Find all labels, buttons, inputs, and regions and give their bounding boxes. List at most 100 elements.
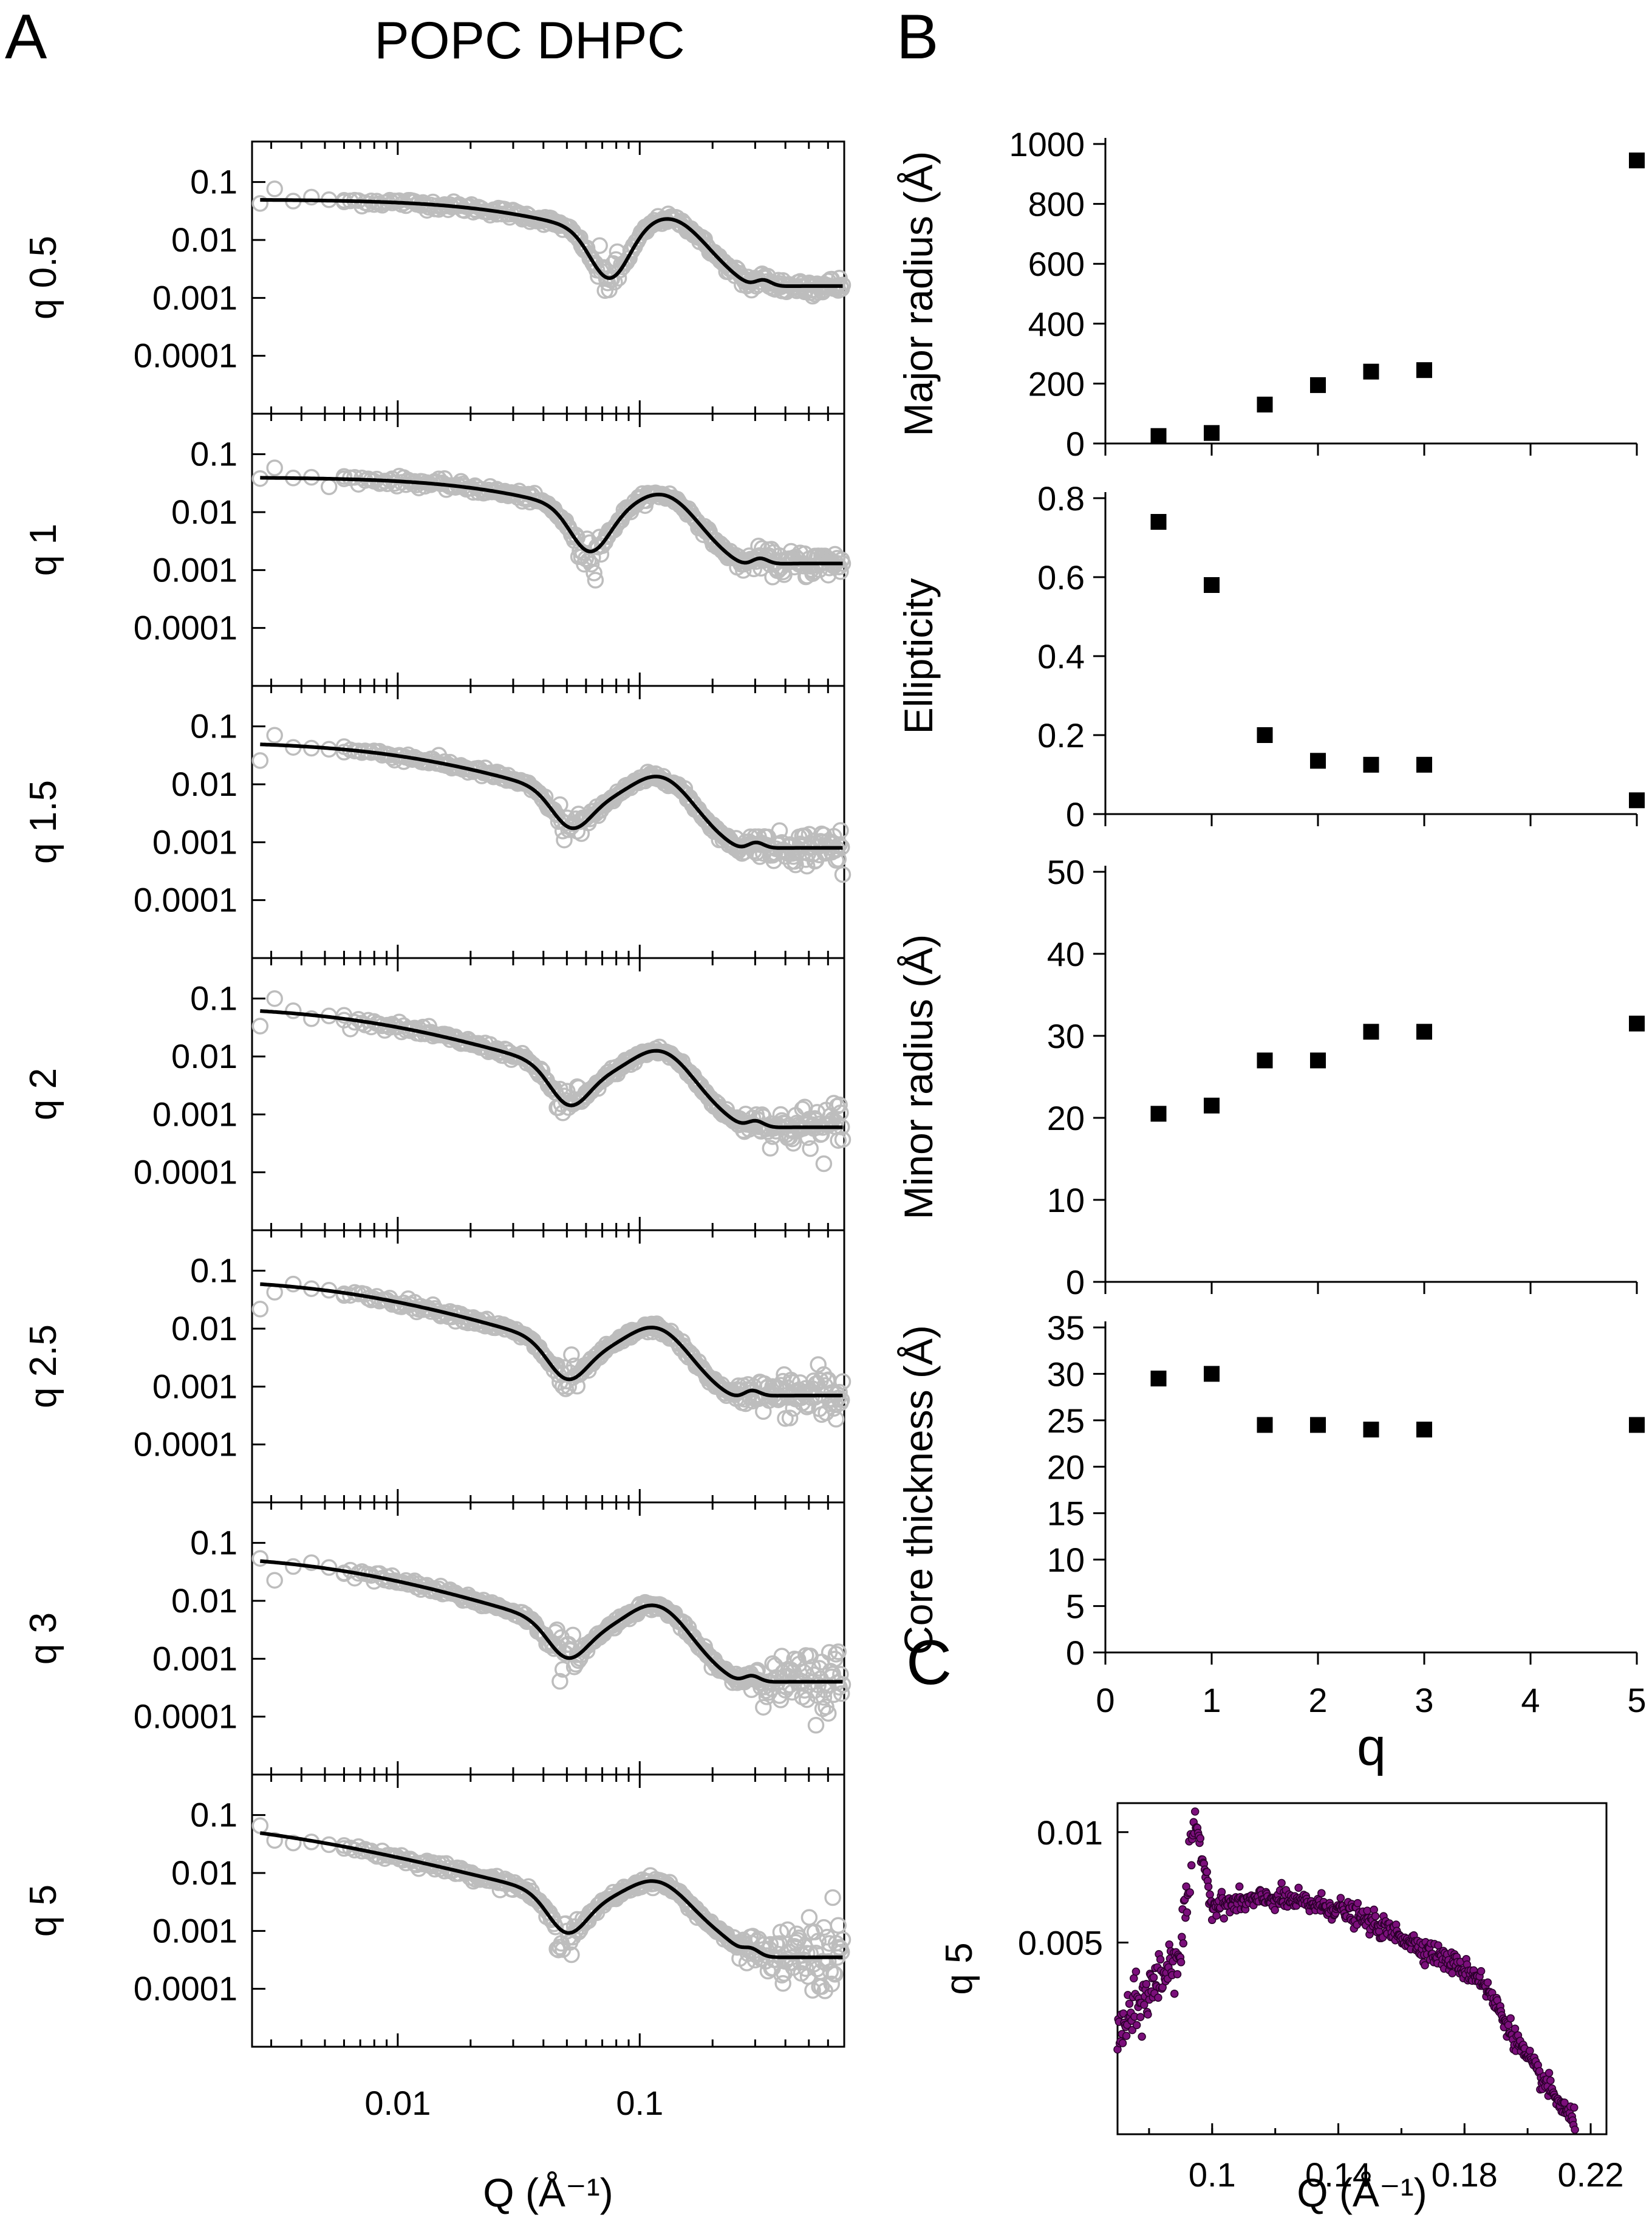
row-label: q 2.5: [22, 1324, 64, 1408]
y-tick-label: 50: [1047, 853, 1085, 891]
fit-curve: [260, 1559, 843, 1684]
data-marker: [1310, 1052, 1326, 1069]
data-marker: [810, 1356, 827, 1373]
y-tick-label: 30: [1047, 1355, 1085, 1393]
data-marker: [1363, 1422, 1379, 1438]
data-marker: [802, 1945, 819, 1962]
data-marker: [1122, 2032, 1131, 2040]
y-tick-label: 0.1: [190, 979, 237, 1018]
y-tick-label: 0.001: [152, 1911, 237, 1950]
data-marker: [824, 1889, 841, 1906]
data-marker: [1506, 2014, 1515, 2022]
data-marker: [1504, 2021, 1513, 2030]
data-marker: [303, 1554, 320, 1571]
data-marker: [1138, 2032, 1146, 2041]
data-marker: [1130, 1974, 1138, 1983]
y-tick-label: 0.0001: [134, 1970, 237, 2008]
panel-a-subplot: 0.1 0.01 0.001 0.0001 q 2: [22, 957, 852, 1231]
panel-b-subplot: 50 40 30 20 10 0 Minor radius (Å): [896, 853, 1645, 1301]
panel-label-a: A: [5, 2, 47, 72]
data-marker: [1363, 363, 1379, 380]
y-tick-label: 0.001: [152, 1367, 237, 1405]
x-tick-label: 2: [1308, 1681, 1327, 1719]
data-marker: [834, 1131, 852, 1148]
data-marker: [1204, 577, 1220, 593]
y-tick-label: 0.01: [171, 765, 237, 803]
data-marker: [827, 1966, 844, 1983]
data-marker: [251, 1301, 269, 1318]
data-marker: [251, 752, 269, 769]
data-marker: [251, 195, 269, 212]
y-tick-label: 0: [1066, 795, 1085, 834]
x-tick-label: 0.1: [1189, 2155, 1236, 2194]
y-tick-label: 0.001: [152, 1095, 237, 1133]
data-marker: [810, 1933, 827, 1950]
y-tick-label: 0.0001: [134, 1425, 237, 1464]
y-tick-label: 0.01: [171, 1309, 237, 1347]
data-marker: [1165, 1940, 1173, 1949]
data-marker: [1257, 1417, 1273, 1433]
data-marker: [820, 1705, 837, 1722]
data-marker: [266, 1832, 283, 1849]
data-marker: [1560, 2098, 1569, 2107]
data-marker: [1353, 1899, 1362, 1908]
row-label: q 1: [22, 524, 64, 576]
y-tick-label: 0.0001: [134, 1153, 237, 1191]
y-tick-label: 0.001: [152, 1639, 237, 1677]
data-marker: [1416, 362, 1432, 378]
data-marker: [823, 1975, 841, 1993]
y-tick-label: 15: [1047, 1495, 1085, 1533]
data-marker: [599, 274, 616, 292]
data-marker: [1212, 1911, 1221, 1920]
y-tick-label: 0.1: [190, 1251, 237, 1290]
data-marker: [787, 1934, 804, 1951]
y-axis-title: Major radius (Å): [896, 151, 941, 436]
y-tick-label: 600: [1028, 245, 1085, 283]
y-tick-label: 35: [1047, 1309, 1085, 1347]
data-marker: [815, 1155, 833, 1173]
data-marker: [551, 796, 568, 813]
data-marker: [266, 990, 283, 1007]
row-label: q 0.5: [22, 236, 64, 320]
data-marker: [285, 1002, 302, 1019]
data-marker: [834, 1931, 852, 1948]
panel-a-subplot: 0.1 0.01 0.001 0.0001 q 0.5: [22, 140, 852, 415]
y-tick-label: 0.1: [190, 163, 237, 201]
data-marker: [1544, 2069, 1554, 2077]
data-marker: [563, 1346, 580, 1363]
figure-title: POPC DHPC: [374, 12, 684, 70]
data-marker: [547, 1919, 564, 1936]
y-tick-label: 20: [1047, 1448, 1085, 1486]
data-marker: [1371, 1912, 1380, 1920]
data-marker: [1150, 428, 1167, 444]
data-marker: [1257, 1052, 1273, 1069]
data-marker: [831, 1096, 848, 1114]
data-marker: [833, 1391, 850, 1409]
data-marker: [1257, 727, 1273, 743]
y-tick-label: 400: [1028, 305, 1085, 343]
x-tick-label: 0: [1096, 1681, 1114, 1719]
data-marker: [1187, 1861, 1196, 1870]
data-marker: [813, 1978, 830, 1995]
data-marker: [830, 1643, 847, 1660]
x-axis-title: q: [1357, 1718, 1386, 1776]
data-marker: [1144, 2010, 1152, 2019]
panel-label-b: B: [896, 2, 938, 72]
data-points: [251, 1817, 852, 1999]
y-tick-label: 10: [1047, 1541, 1085, 1579]
panel-b-subplot: 0.8 0.6 0.4 0.2 0 Ellipticity: [896, 479, 1645, 834]
data-marker: [1294, 1883, 1303, 1892]
data-marker: [827, 1114, 845, 1131]
x-tick-label: 0.22: [1558, 2155, 1624, 2194]
panel-b-subplot: 1000 800 600 400 200 0 Major radius (Å): [896, 125, 1645, 463]
data-marker: [563, 1946, 580, 1964]
y-tick-label: 30: [1047, 1017, 1085, 1055]
y-tick-label: 0.8: [1037, 479, 1085, 518]
y-tick-label: 0.0001: [134, 1697, 237, 1736]
y-tick-label: 0.01: [171, 493, 237, 531]
data-marker: [785, 1135, 802, 1152]
x-tick-label: 5: [1627, 1681, 1646, 1719]
y-tick-label: 0.6: [1037, 558, 1085, 597]
y-tick-label: 20: [1047, 1099, 1085, 1137]
